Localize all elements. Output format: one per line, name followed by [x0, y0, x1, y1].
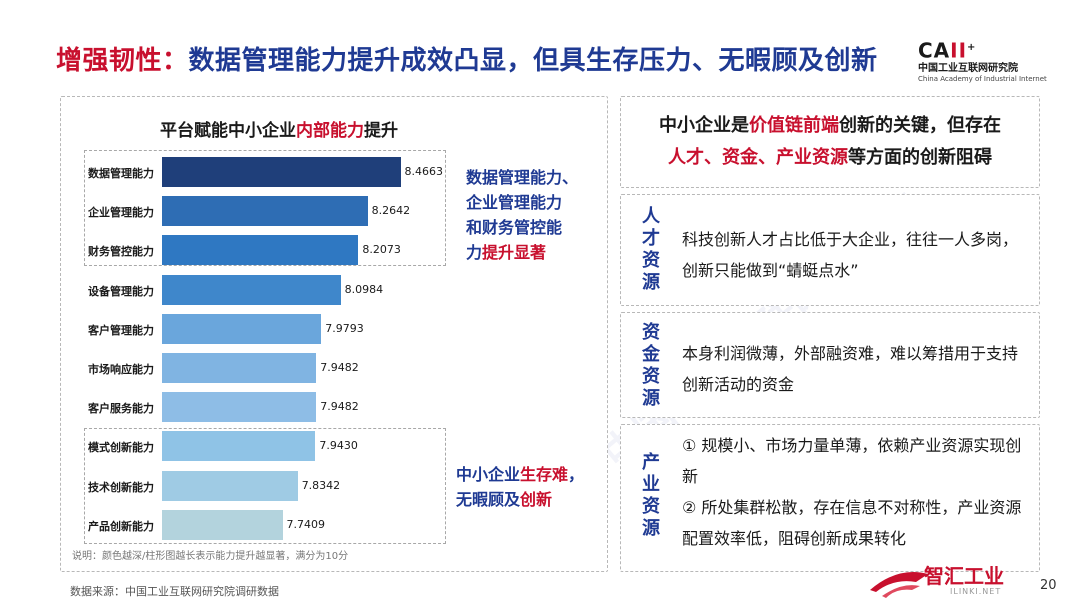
- bar-category-label: 设备管理能力: [88, 284, 154, 298]
- bar-value-label: 7.9482: [320, 400, 359, 414]
- bar-category-label: 技术创新能力: [88, 480, 154, 494]
- callout-lower-line-1: 中小企业生存难，: [456, 462, 584, 487]
- bar: [162, 157, 401, 187]
- summary-line-1: 中小企业是价值链前端创新的关键，但存在: [640, 110, 1020, 142]
- callout-upper-line-1: 数据管理能力、: [466, 168, 579, 187]
- chart-title-prefix: 平台赋能中小企业: [160, 121, 296, 141]
- card-talent: [620, 194, 1040, 306]
- card-funding: [620, 312, 1040, 418]
- bar-value-label: 7.7409: [286, 517, 326, 531]
- card-industry-text: ① 规模小、市场力量单薄，依赖产业资源实现创新 ② 所处集群松散，存在信息不对称…: [682, 430, 1022, 554]
- bar: [162, 392, 317, 423]
- bar-value-label: 8.0984: [344, 282, 384, 296]
- callout-lower-l1-suffix: ，: [568, 465, 585, 484]
- bar-value-label: 7.8342: [301, 478, 341, 492]
- page-number: 20: [1040, 578, 1057, 593]
- chart-title-highlight: 内部能力: [296, 121, 364, 141]
- bar-value-label: 7.9793: [325, 321, 364, 335]
- callout-upper-line-3: 和财务管控能: [466, 218, 563, 237]
- logo-mark: CAII+: [918, 38, 1048, 61]
- bar-category-label: 客户服务能力: [88, 402, 154, 416]
- callout-lower-l2-highlight: 创新: [520, 490, 553, 509]
- card-talent-label: 人 才 资 源: [640, 206, 662, 294]
- logo-mark-sup: +: [967, 42, 977, 53]
- summary-text: 中小企业是价值链前端创新的关键，但存在 人才、资金、产业资源等方面的创新阻碍: [640, 110, 1020, 174]
- bar: [162, 196, 368, 227]
- card-funding-text: 本身利润微薄，外部融资难，难以筹措用于支持创新活动的资金: [682, 344, 1019, 394]
- summary-p2: 创新的关键，但存在: [839, 115, 1001, 136]
- card-industry-label-char: 产: [642, 452, 660, 473]
- summary-h1: 价值链前端: [749, 115, 839, 136]
- callout-upper-last-highlight: 提升显著: [482, 243, 547, 262]
- bar-value-label: 8.2642: [371, 204, 411, 218]
- bar-category-label: 模式创新能力: [88, 441, 154, 455]
- summary-line-2: 人才、资金、产业资源等方面的创新阻碍: [640, 142, 1020, 174]
- callout-lower: 中小企业生存难， 无暇顾及创新: [456, 462, 584, 512]
- title-highlight: 增强韧性：: [56, 46, 189, 76]
- bar: [162, 235, 359, 266]
- logo-mark-prefix: CA: [918, 38, 951, 63]
- summary-p3: 等方面的创新阻碍: [848, 147, 992, 168]
- bar-value-label: 7.9482: [320, 361, 359, 374]
- card-industry-label-char: 源: [642, 518, 660, 539]
- logo-cn-name: 中国工业互联网研究院: [918, 62, 1018, 74]
- bar: [162, 353, 317, 383]
- bar-value-label: 8.4663: [404, 165, 444, 178]
- bar-category-label: 财务管控能力: [88, 245, 154, 259]
- card-industry: [620, 424, 1040, 572]
- callout-lower-l1-highlight: 生存难: [520, 465, 569, 484]
- callout-upper-line-2: 企业管理能力: [466, 193, 563, 212]
- summary-box: [620, 96, 1040, 188]
- chart-note: 说明：颜色越深/柱形图越长表示能力提升越显著，满分为10分: [72, 551, 349, 562]
- card-industry-label-char: 资: [642, 496, 660, 517]
- card-talent-label-char: 人: [642, 206, 660, 227]
- bar: [162, 274, 341, 305]
- callout-upper: 数据管理能力、 企业管理能力 和财务管控能 力提升显著: [466, 165, 578, 265]
- card-funding-label-char: 资: [642, 366, 660, 387]
- caii-logo: CAII+ 中国工业互联网研究院 China Academy of Indust…: [918, 38, 1048, 83]
- bar-category-label: 客户管理能力: [88, 323, 154, 337]
- summary-p1: 中小企业是: [659, 115, 749, 136]
- callout-lower-line-2: 无暇顾及创新: [456, 487, 584, 512]
- callout-upper-line-4: 力提升显著: [466, 240, 578, 265]
- card-talent-label-char: 资: [642, 250, 660, 271]
- data-source: 数据来源：中国工业互联网研究院调研数据: [70, 585, 279, 598]
- group-box-top: [84, 150, 446, 266]
- card-industry-item-2: ② 所处集群松散，存在信息不对称性，产业资源配置效率低，阻碍创新成果转化: [682, 498, 1022, 548]
- bar-category-label: 产品创新能力: [88, 519, 154, 533]
- bar-category-label: 企业管理能力: [88, 206, 154, 220]
- watermark-site: ILINKI.NET: [950, 587, 1002, 596]
- card-funding-label-char: 金: [642, 344, 660, 365]
- bar-value-label: 8.2073: [362, 243, 401, 257]
- card-funding-label-char: 资: [642, 322, 660, 343]
- bar: [162, 509, 283, 540]
- summary-h2: 人才、资金、产业资源: [668, 147, 848, 168]
- chart-title-suffix: 提升: [364, 121, 398, 141]
- bar: [162, 470, 298, 501]
- callout-upper-last-prefix: 力: [466, 243, 483, 262]
- card-funding-label: 资 金 资 源: [640, 322, 662, 410]
- bar: [162, 431, 316, 462]
- card-industry-item-1: ① 规模小、市场力量单薄，依赖产业资源实现创新: [682, 436, 1022, 486]
- chart-title: 平台赋能中小企业内部能力提升: [160, 116, 398, 141]
- card-industry-label-char: 业: [642, 474, 660, 495]
- card-talent-text: 科技创新人才占比低于大企业，往往一人多岗，创新只能做到“蜻蜓点水”: [682, 230, 1019, 280]
- card-talent-label-char: 才: [642, 228, 660, 249]
- bar-value-label: 7.9430: [319, 439, 358, 453]
- group-box-bottom: [84, 428, 446, 544]
- bar-category-label: 数据管理能力: [88, 167, 154, 180]
- title-rest: 数据管理能力提升成效凸显，但具生存压力、无暇顾及创新: [188, 46, 878, 76]
- card-funding-label-char: 源: [642, 388, 660, 409]
- logo-mark-suffix: II: [950, 38, 968, 63]
- bar-category-label: 市场响应能力: [88, 363, 154, 376]
- callout-lower-l1-prefix: 中小企业: [456, 465, 521, 484]
- card-talent-label-char: 源: [642, 272, 660, 293]
- watermark-brand: 智汇工业: [924, 564, 1004, 588]
- page-title: 增强韧性：数据管理能力提升成效凸显，但具生存压力、无暇顾及创新: [56, 40, 878, 77]
- card-industry-label: 产 业 资 源: [640, 452, 662, 540]
- callout-lower-l2-prefix: 无暇顾及: [456, 490, 521, 509]
- ilinki-watermark-icon: [870, 572, 928, 598]
- logo-en-name: China Academy of Industrial Internet: [918, 74, 1047, 83]
- bar: [162, 313, 322, 344]
